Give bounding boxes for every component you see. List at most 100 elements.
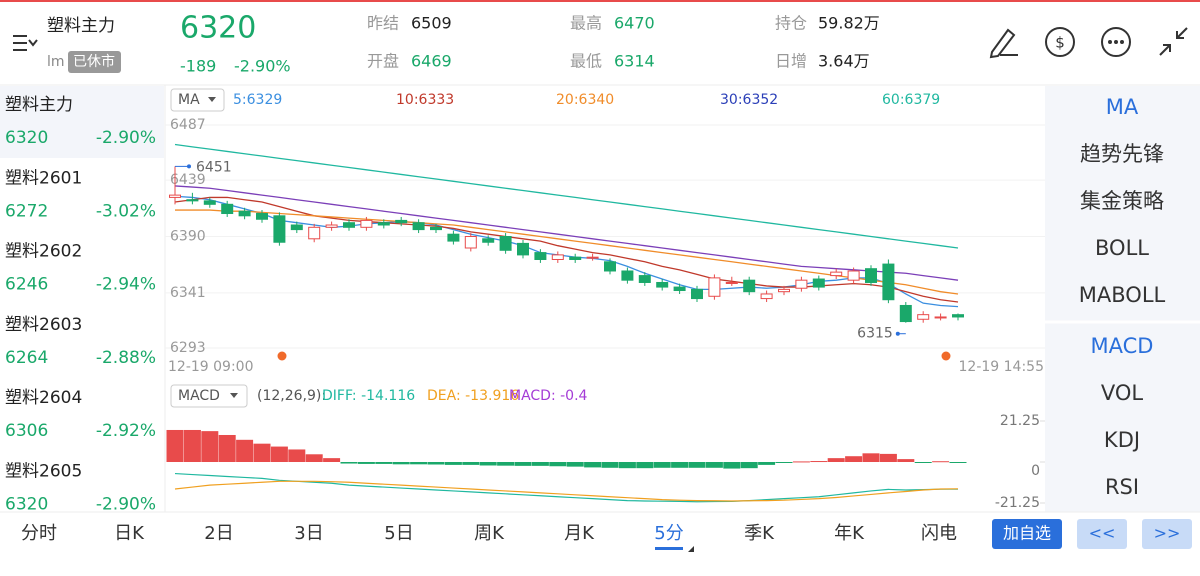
next-button-text[interactable]: >> [1154,524,1181,543]
macd-bar [410,462,428,465]
macd-bar [357,462,375,464]
ma-selector-text[interactable]: MA [178,92,200,108]
menu-item[interactable]: 趋势先锋 [1080,142,1164,166]
macd-bar [949,462,967,463]
candle-body [203,200,216,205]
dea-legend: DEA: -13.916 [427,388,519,404]
macd-bar [775,462,793,463]
macd-bar [862,453,880,462]
macd-bar [462,462,480,465]
period-tab[interactable]: 3日 [294,523,323,544]
macd-bar [723,462,741,469]
macd-bar [879,453,897,462]
menu-item[interactable]: MA [1106,95,1139,119]
period-tab[interactable]: 闪电 [921,523,957,544]
candle-body [308,226,321,240]
stat-value: 6314 [614,52,655,71]
macd-bar [914,462,932,463]
menu-item[interactable]: 集金策略 [1080,189,1164,213]
macd-bar [497,462,515,466]
menu-item[interactable]: MABOLL [1079,283,1166,307]
indicator-selector[interactable] [170,384,248,408]
candle-body [743,279,756,293]
macd-bar [444,462,462,465]
candle-body [517,242,529,256]
period-tab[interactable]: 2日 [204,523,233,544]
macd-bar [932,461,950,463]
watch-price: 6306 [5,421,48,441]
macd-bar [218,434,236,462]
menu-icon[interactable] [13,35,38,51]
period-tab[interactable]: 日K [114,523,145,544]
macd-bar [827,458,845,462]
ma-line [174,143,959,249]
status-text: 已休市 [73,53,115,70]
candle-body [708,277,721,297]
candle-body [256,213,268,220]
menu-item[interactable]: VOL [1101,381,1144,405]
period-tab[interactable]: 5分 [654,523,683,544]
watch-change: -2.90% [96,128,156,148]
candle-body [882,263,895,301]
macd-bar [166,429,184,462]
candle-body [778,288,790,293]
candle-body [447,233,460,242]
period-tab[interactable]: 季K [744,523,775,544]
candle-body [865,268,877,283]
more-icon[interactable] [1101,27,1131,57]
collapse-icon[interactable] [1159,27,1188,56]
start-time: 12-19 09:00 [168,359,253,375]
menu-item[interactable]: KDJ [1104,428,1140,452]
ma-selector[interactable] [170,88,225,112]
macd-bar [897,459,915,462]
candle-body [482,238,495,243]
macd-bar [427,462,445,465]
ma-line [174,185,959,281]
currency-icon[interactable]: $ [1045,27,1075,57]
period-tab[interactable]: 周K [474,523,505,544]
watchlist: 塑料主力 6320 -2.90% 塑料2601 6272 -3.02% 塑料2602 6246… [5,95,156,515]
candle-body [899,304,912,323]
prev-button-text[interactable]: << [1089,524,1116,543]
stat-label: 昨结 [367,14,399,33]
event-dot[interactable] [277,351,287,361]
low-marker-dot [895,331,900,336]
candle-body [952,314,964,318]
stat-label: 最低 [570,52,602,71]
macd-bar [618,462,636,469]
y-tick-label: 0 [1031,463,1040,479]
period-tab[interactable]: 年K [834,523,865,544]
contract-code: lm [47,54,65,70]
macd-bar [288,449,306,462]
event-dot[interactable] [941,351,951,361]
watch-name: 塑料2605 [5,462,82,482]
add-button-text[interactable]: 加自选 [1003,524,1051,543]
macd-bar [201,431,219,462]
menu-item[interactable]: BOLL [1095,236,1149,260]
macd-bar [566,462,584,467]
ma-legend: 60:6379 [882,92,940,108]
period-tab[interactable]: 5日 [384,523,413,544]
macd-bar [270,446,288,462]
y-tick-label: 21.25 [1000,413,1040,429]
add-button[interactable] [992,519,1062,549]
menu-item[interactable]: RSI [1105,475,1139,499]
stat-label: 持仓 [775,14,807,33]
y-tick-label: 6439 [170,172,206,188]
macd-bar [253,443,271,462]
period-tab[interactable]: 分时 [21,523,57,544]
watch-change: -2.94% [96,275,156,295]
watch-price: 6272 [5,201,48,221]
menu-item[interactable]: MACD [1091,334,1154,358]
last-price: 6320 [180,11,256,46]
candle-body [186,199,199,202]
watch-change: -2.90% [96,495,156,515]
next-button[interactable] [1142,519,1192,549]
draw-icon[interactable] [989,28,1018,59]
y-tick-label: -21.25 [995,495,1040,511]
prev-button[interactable] [1077,519,1127,549]
period-tab[interactable]: 月K [564,523,595,544]
stat-value: 6469 [411,52,452,71]
indicator-selector-text[interactable]: MACD [178,388,220,404]
